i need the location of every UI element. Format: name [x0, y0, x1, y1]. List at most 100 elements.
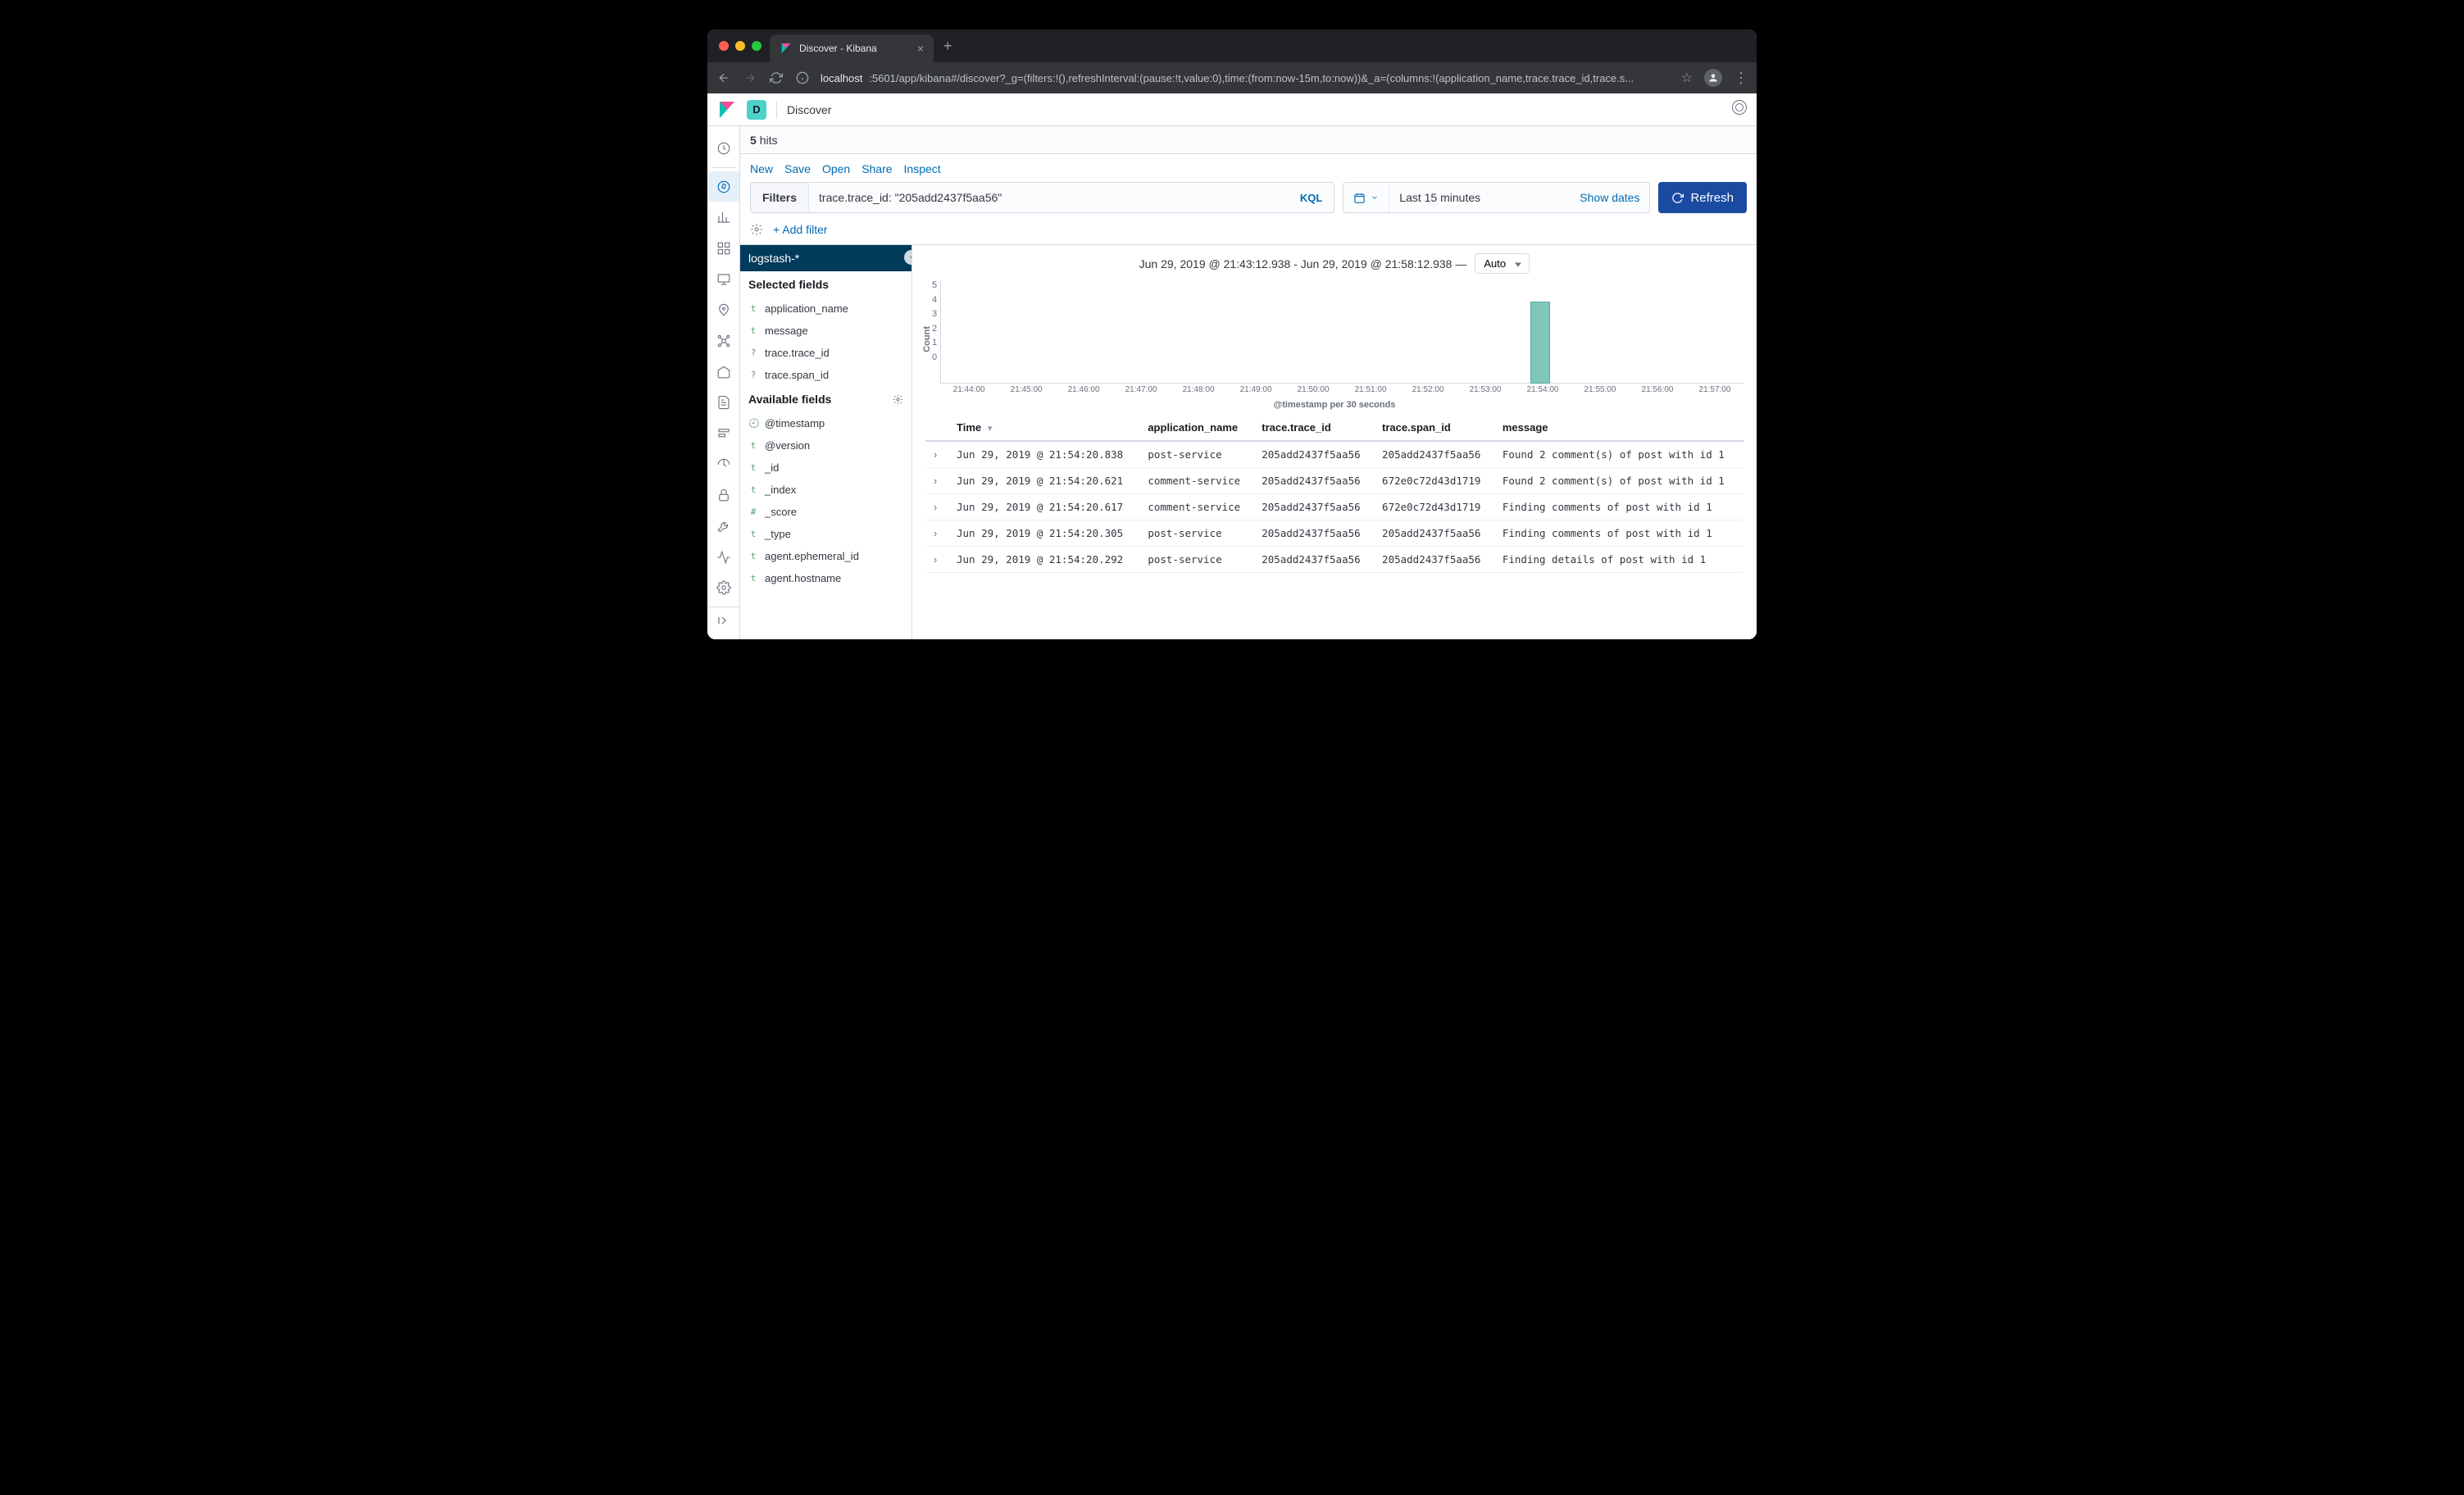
news-feed-icon[interactable] — [1732, 100, 1747, 115]
expand-row-icon[interactable]: › — [925, 441, 948, 468]
nav-visualize-icon[interactable] — [708, 202, 739, 233]
browser-menu-icon[interactable]: ⋮ — [1734, 70, 1748, 87]
field-item[interactable]: tapplication_name — [740, 298, 911, 320]
chart-bar[interactable] — [1530, 302, 1550, 384]
nav-uptime-icon[interactable] — [708, 449, 739, 480]
field-settings-icon[interactable] — [893, 394, 903, 405]
table-body: ›Jun 29, 2019 @ 21:54:20.838post-service… — [925, 441, 1743, 573]
index-pattern-selector[interactable]: logstash-* ‹ — [740, 245, 911, 271]
query-input-box: Filters KQL — [750, 182, 1334, 213]
refresh-label: Refresh — [1690, 191, 1734, 205]
nav-management-icon[interactable] — [708, 573, 739, 604]
filters-label[interactable]: Filters — [751, 183, 809, 212]
nav-devtools-icon[interactable] — [708, 511, 739, 542]
profile-avatar[interactable] — [1704, 69, 1722, 87]
table-cell: comment-service — [1139, 468, 1253, 494]
expand-row-icon[interactable]: › — [925, 494, 948, 520]
field-name: agent.ephemeral_id — [765, 550, 859, 562]
y-tick: 4 — [932, 295, 937, 305]
table-cell: 205add2437f5aa56 — [1374, 441, 1494, 468]
table-row[interactable]: ›Jun 29, 2019 @ 21:54:20.292post-service… — [925, 547, 1743, 573]
y-tick: 1 — [932, 338, 937, 348]
table-cell: Finding details of post with id 1 — [1494, 547, 1743, 573]
expand-row-icon[interactable]: › — [925, 547, 948, 573]
x-tick: 21:48:00 — [1183, 385, 1215, 394]
field-item[interactable]: tagent.hostname — [740, 567, 911, 589]
column-header[interactable]: application_name — [1139, 415, 1253, 441]
nav-monitoring-icon[interactable] — [708, 542, 739, 573]
column-header[interactable]: Time ▼ — [948, 415, 1139, 441]
table-cell: Jun 29, 2019 @ 21:54:20.292 — [948, 547, 1139, 573]
nav-collapse-icon[interactable] — [708, 607, 739, 633]
refresh-button[interactable]: Refresh — [1658, 182, 1747, 213]
browser-tab[interactable]: Discover - Kibana × — [770, 34, 934, 62]
save-link[interactable]: Save — [784, 162, 811, 175]
hit-count-bar: 5 hits — [740, 126, 1757, 154]
share-link[interactable]: Share — [861, 162, 892, 175]
url-path: :5601/app/kibana#/discover?_g=(filters:!… — [869, 72, 1634, 84]
window-minimize[interactable] — [735, 41, 745, 51]
bookmark-icon[interactable]: ☆ — [1681, 70, 1693, 86]
tab-close-icon[interactable]: × — [917, 42, 924, 55]
nav-canvas-icon[interactable] — [708, 264, 739, 295]
hit-label: hits — [760, 134, 778, 147]
nav-ml-icon[interactable] — [708, 325, 739, 357]
table-row[interactable]: ›Jun 29, 2019 @ 21:54:20.617comment-serv… — [925, 494, 1743, 520]
field-item[interactable]: t_id — [740, 457, 911, 479]
sidebar-collapse-icon[interactable]: ‹ — [904, 250, 912, 265]
forward-button[interactable] — [742, 70, 758, 86]
filter-options-icon[interactable] — [750, 223, 765, 236]
field-item[interactable]: t@version — [740, 434, 911, 457]
table-cell: 205add2437f5aa56 — [1253, 468, 1374, 494]
add-filter-link[interactable]: + Add filter — [773, 223, 828, 236]
nav-recent-icon[interactable] — [708, 133, 739, 164]
calendar-button[interactable] — [1343, 183, 1389, 212]
nav-apm-icon[interactable] — [708, 418, 739, 449]
field-name: @timestamp — [765, 417, 825, 429]
field-name: application_name — [765, 302, 848, 315]
space-selector[interactable]: D — [747, 100, 766, 120]
column-header[interactable]: trace.span_id — [1374, 415, 1494, 441]
field-item[interactable]: t_type — [740, 523, 911, 545]
table-cell: Found 2 comment(s) of post with id 1 — [1494, 468, 1743, 494]
column-header[interactable]: trace.trace_id — [1253, 415, 1374, 441]
show-dates-link[interactable]: Show dates — [1570, 183, 1649, 212]
address-bar[interactable]: localhost:5601/app/kibana#/discover?_g=(… — [821, 72, 1671, 84]
new-tab-button[interactable]: + — [934, 38, 962, 55]
field-item[interactable]: tagent.ephemeral_id — [740, 545, 911, 567]
kibana-logo-icon[interactable] — [717, 100, 737, 120]
table-row[interactable]: ›Jun 29, 2019 @ 21:54:20.838post-service… — [925, 441, 1743, 468]
expand-row-icon[interactable]: › — [925, 468, 948, 494]
nav-maps-icon[interactable] — [708, 294, 739, 325]
field-item[interactable]: #_score — [740, 501, 911, 523]
table-row[interactable]: ›Jun 29, 2019 @ 21:54:20.305post-service… — [925, 520, 1743, 547]
nav-siem-icon[interactable] — [708, 480, 739, 511]
field-item[interactable]: 🕘@timestamp — [740, 412, 911, 434]
window-controls — [714, 41, 770, 51]
new-link[interactable]: New — [750, 162, 773, 175]
reload-button[interactable] — [768, 70, 784, 86]
kql-toggle[interactable]: KQL — [1289, 192, 1334, 204]
time-range-display[interactable]: Last 15 minutes — [1389, 183, 1570, 212]
field-item[interactable]: tmessage — [740, 320, 911, 342]
column-header[interactable]: message — [1494, 415, 1743, 441]
nav-discover-icon[interactable] — [708, 171, 739, 202]
field-item[interactable]: ?trace.trace_id — [740, 342, 911, 364]
nav-infra-icon[interactable] — [708, 357, 739, 388]
open-link[interactable]: Open — [822, 162, 850, 175]
nav-dashboard-icon[interactable] — [708, 233, 739, 264]
histogram-chart[interactable]: Count 543210 21:44:0021:45:0021:46:0021:… — [912, 277, 1757, 400]
query-input[interactable] — [809, 191, 1289, 204]
field-item[interactable]: t_index — [740, 479, 911, 501]
back-button[interactable] — [716, 70, 732, 86]
site-info-icon[interactable] — [794, 70, 811, 86]
x-tick: 21:47:00 — [1125, 385, 1157, 394]
window-close[interactable] — [719, 41, 729, 51]
interval-select[interactable]: Auto — [1475, 253, 1530, 274]
field-item[interactable]: ?trace.span_id — [740, 364, 911, 386]
inspect-link[interactable]: Inspect — [904, 162, 941, 175]
window-zoom[interactable] — [752, 41, 761, 51]
table-row[interactable]: ›Jun 29, 2019 @ 21:54:20.621comment-serv… — [925, 468, 1743, 494]
nav-logs-icon[interactable] — [708, 387, 739, 418]
expand-row-icon[interactable]: › — [925, 520, 948, 547]
